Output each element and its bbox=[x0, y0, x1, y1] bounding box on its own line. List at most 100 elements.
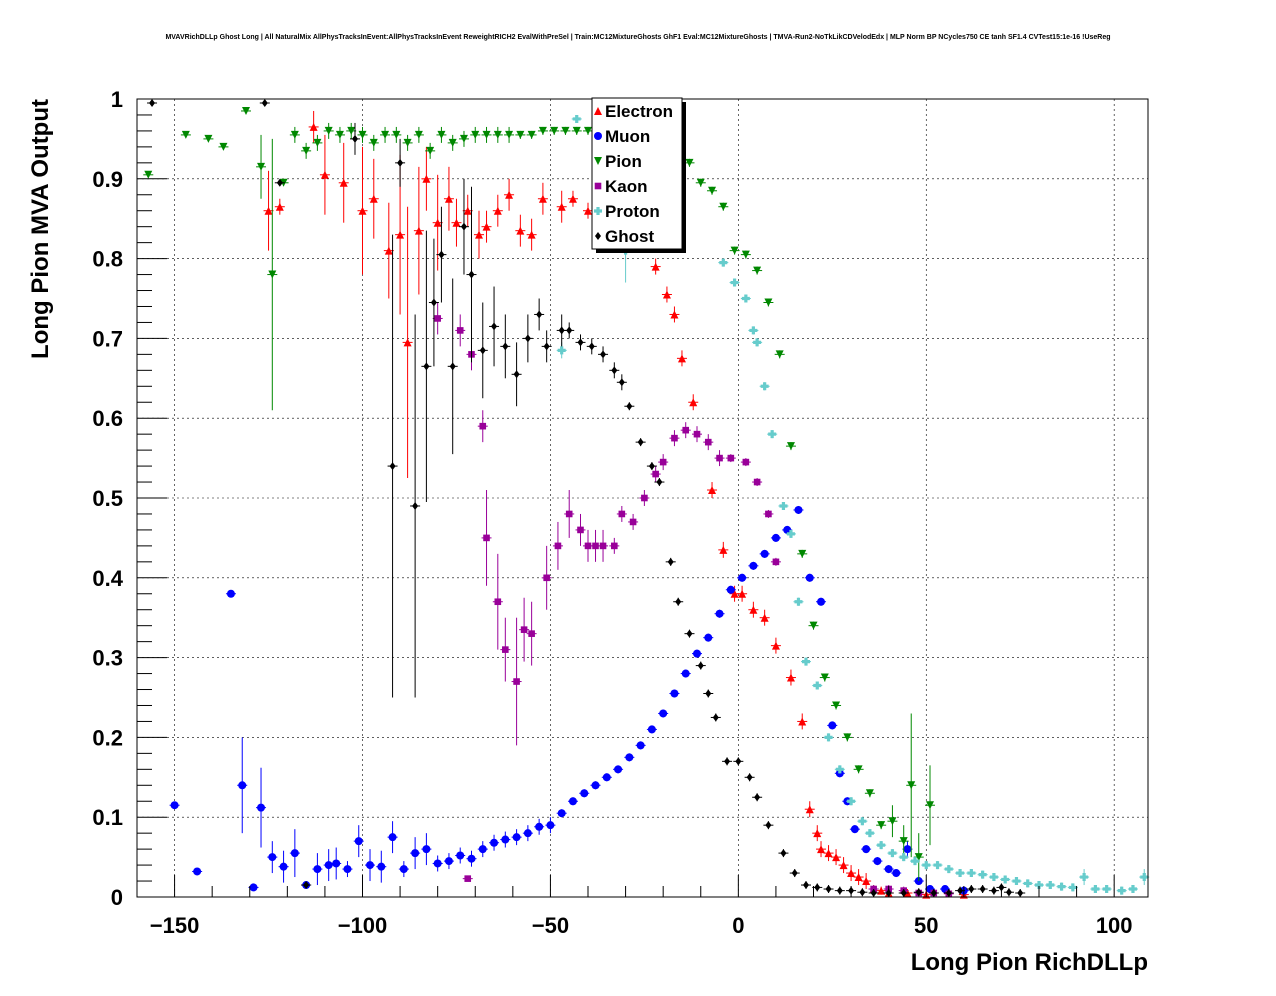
pion-point bbox=[584, 126, 593, 135]
muon-point bbox=[226, 589, 235, 598]
pion-point bbox=[358, 130, 367, 139]
muon-point bbox=[279, 862, 288, 871]
kaon-point bbox=[693, 430, 701, 438]
proton-point bbox=[910, 857, 919, 866]
muon-point bbox=[444, 857, 453, 866]
pion-point bbox=[403, 138, 412, 147]
proton-point bbox=[1057, 882, 1066, 891]
x-tick-label: −100 bbox=[338, 913, 388, 938]
pion-point bbox=[907, 781, 916, 790]
pion-point bbox=[527, 130, 536, 139]
legend-marker bbox=[594, 157, 602, 165]
ghost-point bbox=[438, 250, 445, 259]
electron-point bbox=[670, 310, 679, 319]
proton-point bbox=[847, 797, 856, 806]
kaon-point bbox=[483, 534, 490, 542]
ghost-point bbox=[261, 98, 268, 107]
pion-point bbox=[877, 821, 886, 830]
pion-point bbox=[459, 134, 468, 143]
muon-point bbox=[625, 753, 634, 762]
electron-point bbox=[817, 845, 826, 854]
muon-point bbox=[681, 669, 690, 678]
electron-point bbox=[839, 861, 848, 870]
muon-point bbox=[659, 709, 668, 718]
electron-point bbox=[384, 246, 393, 255]
ghost-point bbox=[957, 886, 964, 895]
legend-marker bbox=[594, 107, 602, 115]
pion-point bbox=[381, 130, 390, 139]
axes: −150 −100 −50 0 50 100 0 0.1 0.2 0.3 0.4 0.5 0.6 0.7 0… bbox=[92, 87, 1132, 938]
electron-point bbox=[557, 202, 566, 211]
y-tick-label: 0.6 bbox=[92, 406, 123, 431]
ghost-point bbox=[675, 597, 682, 606]
ghost-point bbox=[491, 322, 498, 331]
chart-title: MVAVRichDLLp Ghost Long | All NaturalMix… bbox=[165, 34, 1111, 41]
y-axis-title: Long Pion MVA Output bbox=[27, 99, 54, 359]
muon-point bbox=[568, 797, 577, 806]
ghost-point bbox=[930, 889, 937, 898]
ghost-point bbox=[460, 222, 467, 231]
series-electron bbox=[263, 110, 969, 899]
electron-point bbox=[422, 174, 431, 183]
kaon-point bbox=[611, 542, 618, 550]
pion-point bbox=[482, 130, 491, 139]
electron-point bbox=[482, 222, 491, 231]
electron-point bbox=[824, 849, 833, 858]
pion-point bbox=[753, 266, 762, 275]
electron-point bbox=[798, 717, 807, 726]
pion-point bbox=[888, 817, 897, 826]
proton-point bbox=[888, 849, 897, 858]
muon-point bbox=[366, 861, 375, 870]
pion-point bbox=[448, 138, 457, 147]
electron-point bbox=[463, 206, 472, 215]
ghost-point bbox=[558, 326, 565, 335]
kaon-point bbox=[592, 542, 599, 550]
electron-point bbox=[403, 338, 412, 347]
ghost-point bbox=[397, 158, 404, 167]
y-tick-label: 1 bbox=[111, 87, 123, 112]
data-layer bbox=[143, 98, 1150, 899]
muon-point bbox=[636, 741, 645, 750]
ghost-point bbox=[990, 886, 997, 895]
muon-point bbox=[903, 845, 912, 854]
muon-point bbox=[535, 822, 544, 831]
legend-label: Proton bbox=[605, 202, 660, 221]
pion-point bbox=[324, 126, 333, 135]
kaon-point bbox=[565, 510, 573, 518]
ghost-point bbox=[600, 350, 607, 359]
muon-point bbox=[388, 833, 397, 842]
ghost-point bbox=[412, 501, 419, 510]
proton-point bbox=[768, 430, 777, 439]
pion-point bbox=[775, 350, 784, 359]
electron-point bbox=[369, 194, 378, 203]
proton-point bbox=[730, 278, 739, 287]
kaon-point bbox=[494, 598, 502, 606]
proton-point bbox=[956, 869, 965, 878]
pion-point bbox=[820, 673, 829, 682]
ghost-point bbox=[667, 557, 674, 566]
ghost-point bbox=[1005, 888, 1012, 897]
muon-point bbox=[749, 561, 758, 570]
kaon-point bbox=[618, 510, 626, 518]
muon-point bbox=[783, 525, 792, 534]
muon-point bbox=[715, 609, 724, 618]
x-tick-label: 0 bbox=[732, 913, 744, 938]
kaon-point bbox=[434, 315, 441, 322]
electron-point bbox=[749, 605, 758, 614]
y-tick-label: 0.3 bbox=[92, 646, 123, 671]
ghost-point bbox=[351, 134, 358, 143]
pion-point bbox=[268, 270, 277, 279]
kaon-point bbox=[543, 574, 550, 582]
pion-point bbox=[471, 130, 480, 139]
muon-point bbox=[411, 849, 420, 858]
pion-point bbox=[392, 130, 401, 139]
kaon-point bbox=[479, 422, 487, 430]
ghost-point bbox=[588, 342, 595, 351]
proton-point bbox=[794, 597, 803, 606]
ghost-point bbox=[618, 378, 625, 387]
ghost-point bbox=[449, 362, 456, 371]
ghost-point bbox=[626, 402, 633, 411]
ghost-point bbox=[149, 98, 156, 107]
ghost-point bbox=[697, 661, 704, 670]
kaon-point bbox=[772, 558, 780, 566]
